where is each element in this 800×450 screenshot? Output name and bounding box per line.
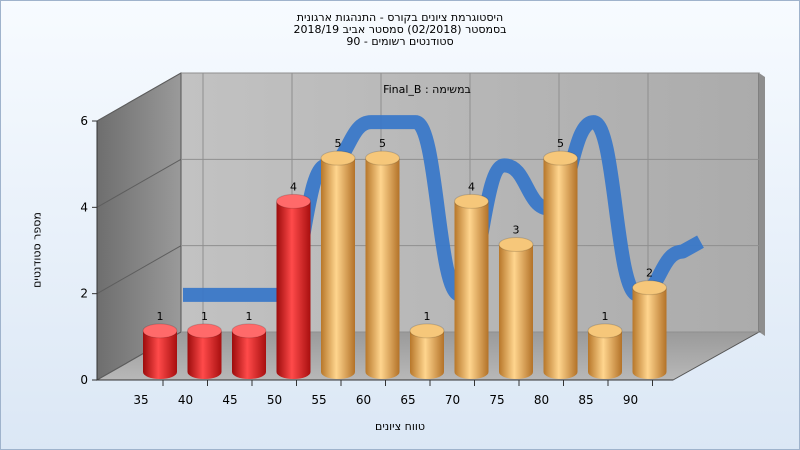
x-axis-label: טווח ציונים [375, 420, 425, 433]
bar-body [365, 158, 400, 380]
bar-body [232, 330, 266, 379]
bar-body [499, 244, 533, 379]
bar-top [365, 150, 400, 166]
bar-value-label: 1 [201, 310, 208, 323]
bar-body [454, 201, 489, 380]
x-tick-label: 60 [356, 393, 371, 407]
y-tick-label: 2 [80, 287, 88, 301]
bar-top [632, 280, 667, 296]
task-label: במשימה : Final_B [383, 83, 471, 96]
bar-top [587, 323, 623, 339]
bar-body [543, 158, 578, 380]
bar-top [231, 323, 267, 339]
bar-top [142, 323, 178, 339]
y-tick-label: 0 [80, 373, 88, 387]
bar-value-label: 1 [157, 310, 164, 323]
bar-top [276, 193, 311, 209]
bar-value-label: 3 [513, 224, 520, 237]
x-tick-label: 45 [222, 393, 237, 407]
bar-top [409, 323, 445, 339]
chart-title-line-3: סטודנטים רשומים - 90 [346, 35, 454, 48]
chart-title-line-2: בסמסטר (02/2018) סמסטר אביב 2018/19 [293, 23, 507, 36]
back-wall-edge [759, 73, 765, 336]
bar-body [143, 330, 177, 379]
x-tick-label: 90 [623, 393, 638, 407]
bar [231, 323, 267, 379]
bar-top [498, 237, 534, 252]
bar-top [187, 323, 222, 339]
x-tick-label: 50 [267, 393, 282, 407]
y-tick-label: 4 [80, 200, 88, 214]
bar [276, 193, 311, 380]
x-tick-label: 85 [578, 393, 593, 407]
bar-value-label: 1 [246, 310, 253, 323]
side-gridline [96, 158, 182, 208]
bar-value-label: 2 [646, 267, 653, 280]
bar [142, 323, 178, 379]
bar-value-label: 5 [557, 137, 564, 150]
bar-top [454, 193, 489, 209]
bar [632, 280, 667, 380]
bar-top [543, 150, 578, 166]
side-gridline [96, 72, 182, 122]
bar-body [187, 330, 222, 380]
bar-value-label: 5 [335, 137, 342, 150]
y-tick-label: 6 [80, 114, 88, 128]
x-tick-label: 80 [534, 393, 549, 407]
bar [543, 150, 578, 380]
x-tick-label: 75 [489, 393, 504, 407]
bar [587, 323, 623, 379]
bar [187, 323, 222, 380]
bar [409, 323, 445, 379]
bar-body [588, 330, 622, 379]
bar-value-label: 4 [468, 180, 475, 193]
bar-body [321, 158, 355, 379]
bar [498, 237, 534, 379]
side-gridline [96, 245, 182, 295]
bar-body [276, 201, 311, 380]
bar-value-label: 1 [602, 310, 609, 323]
x-tick-label: 70 [445, 393, 460, 407]
bar-value-label: 1 [424, 310, 431, 323]
x-tick-label: 65 [400, 393, 415, 407]
bar-body [410, 330, 444, 379]
bar-value-label: 4 [290, 180, 297, 193]
x-tick-label: 35 [133, 393, 148, 407]
x-tick-label: 40 [178, 393, 193, 407]
bar-top [320, 150, 356, 166]
x-tick-label: 55 [311, 393, 326, 407]
bar [320, 150, 356, 379]
bar [365, 150, 400, 380]
bar [454, 193, 489, 380]
bar-body [632, 287, 667, 380]
bar-value-label: 5 [379, 137, 386, 150]
chart-title-line-1: היסטוגרמת ציונים בקורס - התנהגות ארגונית [296, 11, 504, 24]
